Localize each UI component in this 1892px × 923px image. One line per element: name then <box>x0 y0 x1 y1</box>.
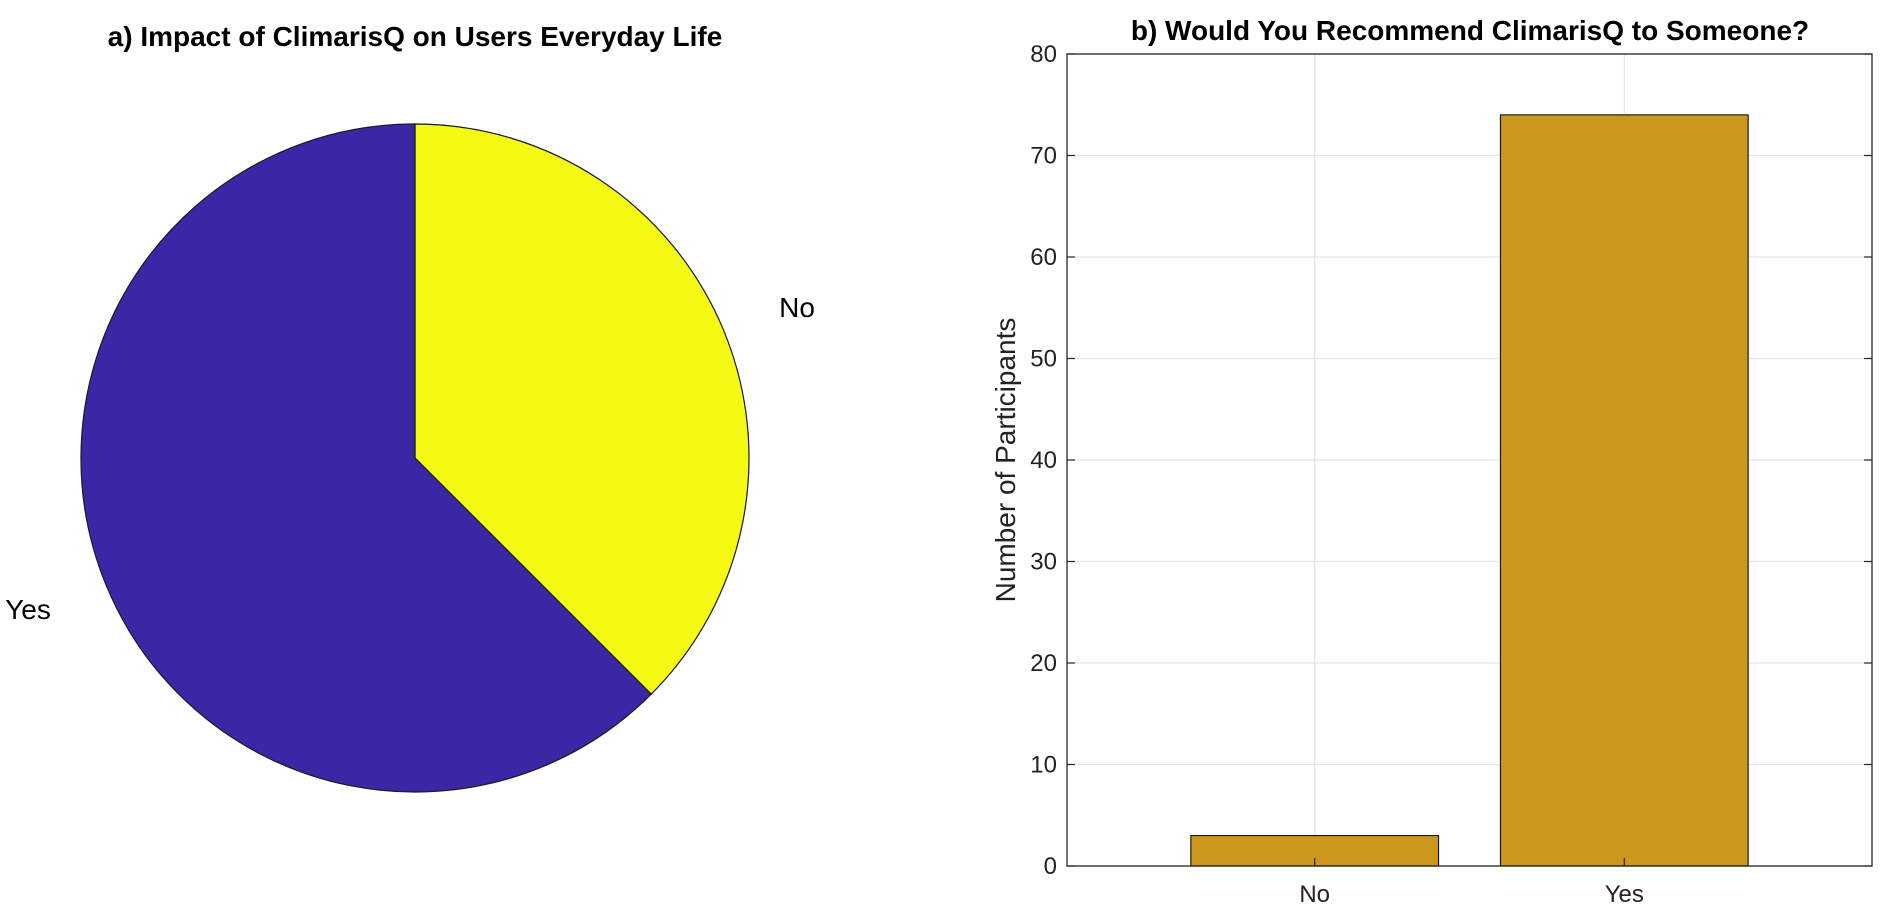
bar-chart-title: b) Would You Recommend ClimarisQ to Some… <box>1131 15 1809 46</box>
bar-chart-y-ticks: 0 10 20 30 40 50 60 70 80 <box>1030 41 1872 880</box>
bar-yes <box>1499 114 1749 867</box>
bar-chart-x-ticks: No Yes <box>1299 858 1644 908</box>
pie-slice-no <box>414 123 750 696</box>
pie-chart-title: a) Impact of ClimarisQ on Users Everyday… <box>108 21 723 52</box>
pie-labels: No Yes <box>5 292 815 625</box>
bar-chart-panel: b) Would You Recommend ClimarisQ to Some… <box>990 15 1873 908</box>
pie-chart-panel: a) Impact of ClimarisQ on Users Everyday… <box>5 21 815 793</box>
y-tick-label: 50 <box>1030 346 1057 373</box>
y-axis-label: Number of Participants <box>990 318 1021 603</box>
x-tick-label-yes: Yes <box>1605 881 1644 908</box>
y-tick-label: 60 <box>1030 244 1057 271</box>
y-tick-label: 0 <box>1044 853 1057 880</box>
y-tick-label: 30 <box>1030 549 1057 576</box>
y-tick-label: 70 <box>1030 143 1057 170</box>
y-tick-label: 10 <box>1030 752 1057 779</box>
pie-slice-yes <box>80 123 653 793</box>
bar-chart-grid <box>1067 53 1872 867</box>
bar-chart-bars <box>1190 114 1749 867</box>
pie-slices <box>80 123 750 793</box>
pie-label-yes: Yes <box>5 594 51 625</box>
x-tick-label-no: No <box>1299 881 1330 908</box>
y-tick-label: 20 <box>1030 650 1057 677</box>
y-tick-label: 40 <box>1030 447 1057 474</box>
y-tick-label: 80 <box>1030 41 1057 68</box>
pie-label-no: No <box>779 292 815 323</box>
